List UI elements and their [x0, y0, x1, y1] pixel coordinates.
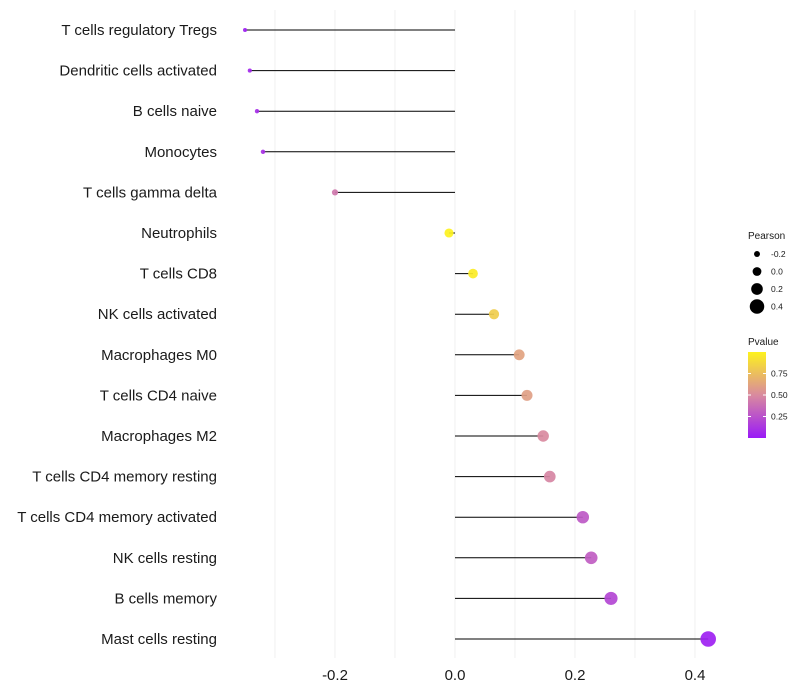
category-label: T cells CD4 naive: [100, 387, 217, 404]
data-point: [254, 109, 260, 114]
category-labels: T cells regulatory Tregs Dendritic cells …: [17, 22, 217, 648]
legend-size-dot: [749, 299, 765, 314]
data-point: [513, 349, 525, 361]
data-point: [444, 228, 454, 238]
data-point: [488, 309, 500, 320]
legend-color-ticks: 0.25 0.50 0.75: [748, 369, 788, 422]
data-point: [243, 28, 247, 32]
legend-size-dot: [751, 283, 763, 295]
category-label: T cells CD8: [140, 266, 217, 283]
data-point: [260, 149, 266, 155]
category-label: Neutrophils: [141, 225, 217, 242]
x-tick-label: 0.2: [565, 667, 586, 684]
x-tick-label: -0.2: [322, 667, 348, 684]
data-point: [331, 189, 339, 196]
legend-color-label: 0.25: [771, 412, 788, 422]
x-axis: -0.2 0.0 0.2 0.4: [322, 667, 705, 684]
legend-size-title: Pearson: [748, 231, 785, 242]
category-label: B cells memory: [114, 590, 217, 607]
legend-size-dot: [752, 267, 762, 276]
data-point: [537, 430, 549, 442]
legend-size-label: 0.4: [771, 302, 783, 312]
category-label: NK cells activated: [98, 306, 217, 323]
x-tick-label: 0.4: [685, 667, 706, 684]
legend-size-items: -0.2 0.0 0.2 0.4: [749, 249, 786, 314]
x-tick-label: 0.0: [445, 667, 466, 684]
category-label: Dendritic cells activated: [59, 63, 217, 80]
legend: Pearson -0.2 0.0 0.2 0.4 Pvalue 0.25 0.50 0.7…: [748, 231, 788, 438]
data-point: [543, 470, 556, 483]
legend-size-dot: [754, 251, 760, 257]
data-point: [247, 68, 252, 73]
data-point: [604, 591, 618, 605]
category-label: T cells CD4 memory resting: [32, 469, 217, 486]
category-label: B cells naive: [133, 103, 217, 120]
category-label: Macrophages M0: [101, 347, 217, 364]
data-point: [576, 510, 590, 524]
data-point: [584, 551, 598, 565]
points: [243, 28, 716, 647]
legend-color-label: 0.50: [771, 390, 788, 400]
legend-size-label: 0.2: [771, 284, 783, 294]
legend-size-label: 0.0: [771, 267, 783, 277]
grid-layer: [274, 10, 696, 658]
category-label: T cells CD4 memory activated: [17, 509, 217, 526]
category-label: Macrophages M2: [101, 428, 217, 445]
data-point: [700, 631, 716, 647]
data-point: [521, 389, 533, 401]
legend-colorbar: [748, 352, 766, 438]
legend-color-title: Pvalue: [748, 337, 779, 348]
category-label: T cells regulatory Tregs: [61, 22, 217, 39]
category-label: Monocytes: [144, 144, 217, 161]
category-label: T cells gamma delta: [83, 184, 218, 201]
category-label: NK cells resting: [113, 550, 217, 567]
legend-size-label: -0.2: [771, 249, 786, 259]
legend-color-label: 0.75: [771, 369, 788, 379]
data-point: [468, 268, 478, 279]
stems: [245, 29, 709, 640]
category-label: Mast cells resting: [101, 631, 217, 648]
